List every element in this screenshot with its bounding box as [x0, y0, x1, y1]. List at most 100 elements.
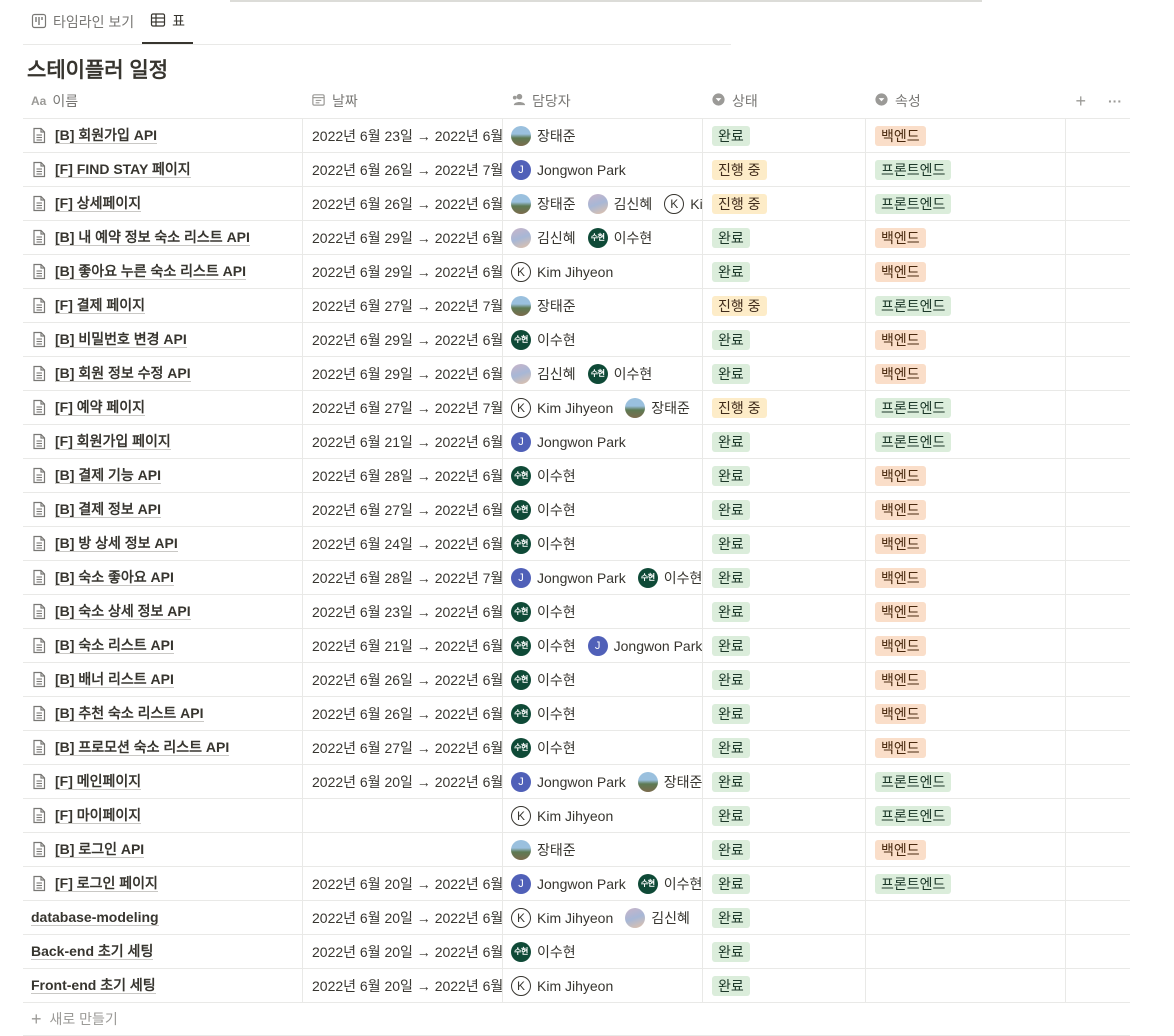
person-chip[interactable]: 수현 이수현	[587, 363, 652, 384]
table-row[interactable]: [B] 좋아요 누른 숙소 리스트 API 2022년 6월 29일 → 2022…	[23, 255, 1130, 289]
attr-cell[interactable]: 백엔드	[866, 323, 1066, 356]
name-cell[interactable]: [B] 결제 정보 API	[23, 493, 303, 526]
person-cell[interactable]: 수현 이수현	[503, 663, 703, 696]
person-chip[interactable]: J Jongwon Park	[511, 873, 626, 894]
table-row[interactable]: [B] 회원가입 API 2022년 6월 23일 → 2022년 6월 장태준 완료…	[23, 119, 1130, 153]
status-cell[interactable]: 완료	[703, 629, 866, 662]
table-row[interactable]: [B] 비밀번호 변경 API 2022년 6월 29일 → 2022년 6월 수현…	[23, 323, 1130, 357]
table-row[interactable]: Front-end 초기 세팅 2022년 6월 20일 → 2022년 6월 K K…	[23, 969, 1130, 1003]
date-cell[interactable]: 2022년 6월 23일 → 2022년 6월	[303, 595, 503, 628]
table-row[interactable]: [F] 예약 페이지 2022년 6월 27일 → 2022년 7월 K Kim Ji…	[23, 391, 1130, 425]
person-chip[interactable]: 수현 이수현	[511, 669, 576, 690]
person-chip[interactable]: K Kim Jihyeon	[664, 193, 702, 214]
status-cell[interactable]: 완료	[703, 833, 866, 866]
table-row[interactable]: [B] 방 상세 정보 API 2022년 6월 24일 → 2022년 6월 수현…	[23, 527, 1130, 561]
date-cell[interactable]: 2022년 6월 29일 → 2022년 6월	[303, 221, 503, 254]
attr-cell[interactable]: 프론트엔드	[866, 765, 1066, 798]
column-header-person[interactable]: 담당자	[503, 84, 703, 118]
date-cell[interactable]: 2022년 6월 28일 → 2022년 7월	[303, 561, 503, 594]
person-cell[interactable]: 장태준	[503, 289, 703, 322]
person-chip[interactable]: 김신혜	[511, 227, 576, 248]
name-cell[interactable]: [B] 비밀번호 변경 API	[23, 323, 303, 356]
name-cell[interactable]: Back-end 초기 세팅	[23, 935, 303, 968]
date-cell[interactable]: 2022년 6월 29일 → 2022년 6월	[303, 357, 503, 390]
attr-cell[interactable]: 프론트엔드	[866, 425, 1066, 458]
row-title[interactable]: [B] 회원가입 API	[55, 127, 158, 144]
name-cell[interactable]: [B] 숙소 상세 정보 API	[23, 595, 303, 628]
tab-table[interactable]: 표	[142, 0, 194, 44]
date-cell[interactable]: 2022년 6월 29일 → 2022년 6월	[303, 323, 503, 356]
name-cell[interactable]: [F] 로그인 페이지	[23, 867, 303, 900]
table-row[interactable]: [B] 숙소 리스트 API 2022년 6월 21일 → 2022년 6월 수현 이…	[23, 629, 1130, 663]
person-chip[interactable]: 수현 이수현	[511, 499, 576, 520]
date-cell[interactable]	[303, 799, 503, 832]
person-chip[interactable]: 수현 이수현	[587, 227, 652, 248]
person-chip[interactable]: 장태준	[511, 125, 576, 146]
status-cell[interactable]: 완료	[703, 459, 866, 492]
date-cell[interactable]: 2022년 6월 20일 → 2022년 6월	[303, 901, 503, 934]
status-cell[interactable]: 진행 중	[703, 289, 866, 322]
name-cell[interactable]: [F] 결제 페이지	[23, 289, 303, 322]
person-chip[interactable]: 수현 이수현	[511, 703, 576, 724]
name-cell[interactable]: [F] 상세페이지	[23, 187, 303, 220]
date-cell[interactable]: 2022년 6월 24일 → 2022년 6월	[303, 527, 503, 560]
person-cell[interactable]: 수현 이수현	[503, 493, 703, 526]
person-cell[interactable]: J Jongwon Park 장태준	[503, 765, 703, 798]
person-chip[interactable]: K Kim Jihyeon	[511, 261, 613, 282]
name-cell[interactable]: database-modeling	[23, 901, 303, 934]
status-cell[interactable]: 완료	[703, 867, 866, 900]
date-cell[interactable]: 2022년 6월 26일 → 2022년 6월	[303, 187, 503, 220]
row-title[interactable]: [B] 프로모션 숙소 리스트 API	[55, 739, 230, 756]
row-title[interactable]: [B] 배너 리스트 API	[55, 671, 174, 688]
status-cell[interactable]: 완료	[703, 799, 866, 832]
attr-cell[interactable]: 백엔드	[866, 561, 1066, 594]
name-cell[interactable]: [F] FIND STAY 페이지	[23, 153, 303, 186]
status-cell[interactable]: 완료	[703, 221, 866, 254]
person-cell[interactable]: 수현 이수현	[503, 731, 703, 764]
name-cell[interactable]: [B] 숙소 좋아요 API	[23, 561, 303, 594]
name-cell[interactable]: [B] 추천 숙소 리스트 API	[23, 697, 303, 730]
attr-cell[interactable]: 백엔드	[866, 527, 1066, 560]
attr-cell[interactable]: 백엔드	[866, 595, 1066, 628]
name-cell[interactable]: [B] 방 상세 정보 API	[23, 527, 303, 560]
date-cell[interactable]: 2022년 6월 29일 → 2022년 6월	[303, 255, 503, 288]
status-cell[interactable]: 완료	[703, 935, 866, 968]
person-chip[interactable]: 수현 이수현	[511, 635, 576, 656]
row-title[interactable]: [F] FIND STAY 페이지	[55, 161, 191, 178]
date-cell[interactable]	[303, 833, 503, 866]
table-row[interactable]: [B] 배너 리스트 API 2022년 6월 26일 → 2022년 6월 수현 이…	[23, 663, 1130, 697]
person-chip[interactable]: J Jongwon Park	[511, 567, 626, 588]
status-cell[interactable]: 완료	[703, 731, 866, 764]
person-chip[interactable]: 장태준	[511, 193, 576, 214]
attr-cell[interactable]: 백엔드	[866, 833, 1066, 866]
row-title[interactable]: [B] 추천 숙소 리스트 API	[55, 705, 204, 722]
table-row[interactable]: [B] 숙소 좋아요 API 2022년 6월 28일 → 2022년 7월 J Jo…	[23, 561, 1130, 595]
status-cell[interactable]: 완료	[703, 697, 866, 730]
person-cell[interactable]: 김신혜 수현 이수현	[503, 221, 703, 254]
name-cell[interactable]: [B] 로그인 API	[23, 833, 303, 866]
person-chip[interactable]: 수현 이수현	[637, 873, 702, 894]
table-row[interactable]: database-modeling 2022년 6월 20일 → 2022년 6월…	[23, 901, 1130, 935]
person-chip[interactable]: 장태준	[637, 771, 702, 792]
tab-timeline[interactable]: 타임라인 보기	[23, 0, 142, 44]
name-cell[interactable]: [B] 프로모션 숙소 리스트 API	[23, 731, 303, 764]
person-chip[interactable]: K Kim Jihyeon	[511, 907, 613, 928]
row-title[interactable]: [F] 예약 페이지	[55, 399, 146, 416]
column-header-date[interactable]: 날짜	[303, 84, 503, 118]
name-cell[interactable]: [B] 배너 리스트 API	[23, 663, 303, 696]
person-chip[interactable]: 수현 이수현	[637, 567, 702, 588]
table-row[interactable]: [F] 상세페이지 2022년 6월 26일 → 2022년 6월 장태준 김신혜 K K…	[23, 187, 1130, 221]
attr-cell[interactable]: 백엔드	[866, 731, 1066, 764]
person-cell[interactable]: K Kim Jihyeon	[503, 255, 703, 288]
person-cell[interactable]: J Jongwon Park 수현 이수현	[503, 867, 703, 900]
table-row[interactable]: Back-end 초기 세팅 2022년 6월 20일 → 2022년 6월 수현 이…	[23, 935, 1130, 969]
table-row[interactable]: [F] 회원가입 페이지 2022년 6월 21일 → 2022년 6월 J Jong…	[23, 425, 1130, 459]
attr-cell[interactable]: 프론트엔드	[866, 289, 1066, 322]
status-cell[interactable]: 진행 중	[703, 187, 866, 220]
person-cell[interactable]: 수현 이수현 J Jongwon Park	[503, 629, 703, 662]
attr-cell[interactable]: 백엔드	[866, 459, 1066, 492]
person-chip[interactable]: J Jongwon Park	[511, 431, 626, 452]
name-cell[interactable]: [B] 회원 정보 수정 API	[23, 357, 303, 390]
person-cell[interactable]: 김신혜 수현 이수현	[503, 357, 703, 390]
table-row[interactable]: [B] 내 예약 정보 숙소 리스트 API 2022년 6월 29일 → 202…	[23, 221, 1130, 255]
